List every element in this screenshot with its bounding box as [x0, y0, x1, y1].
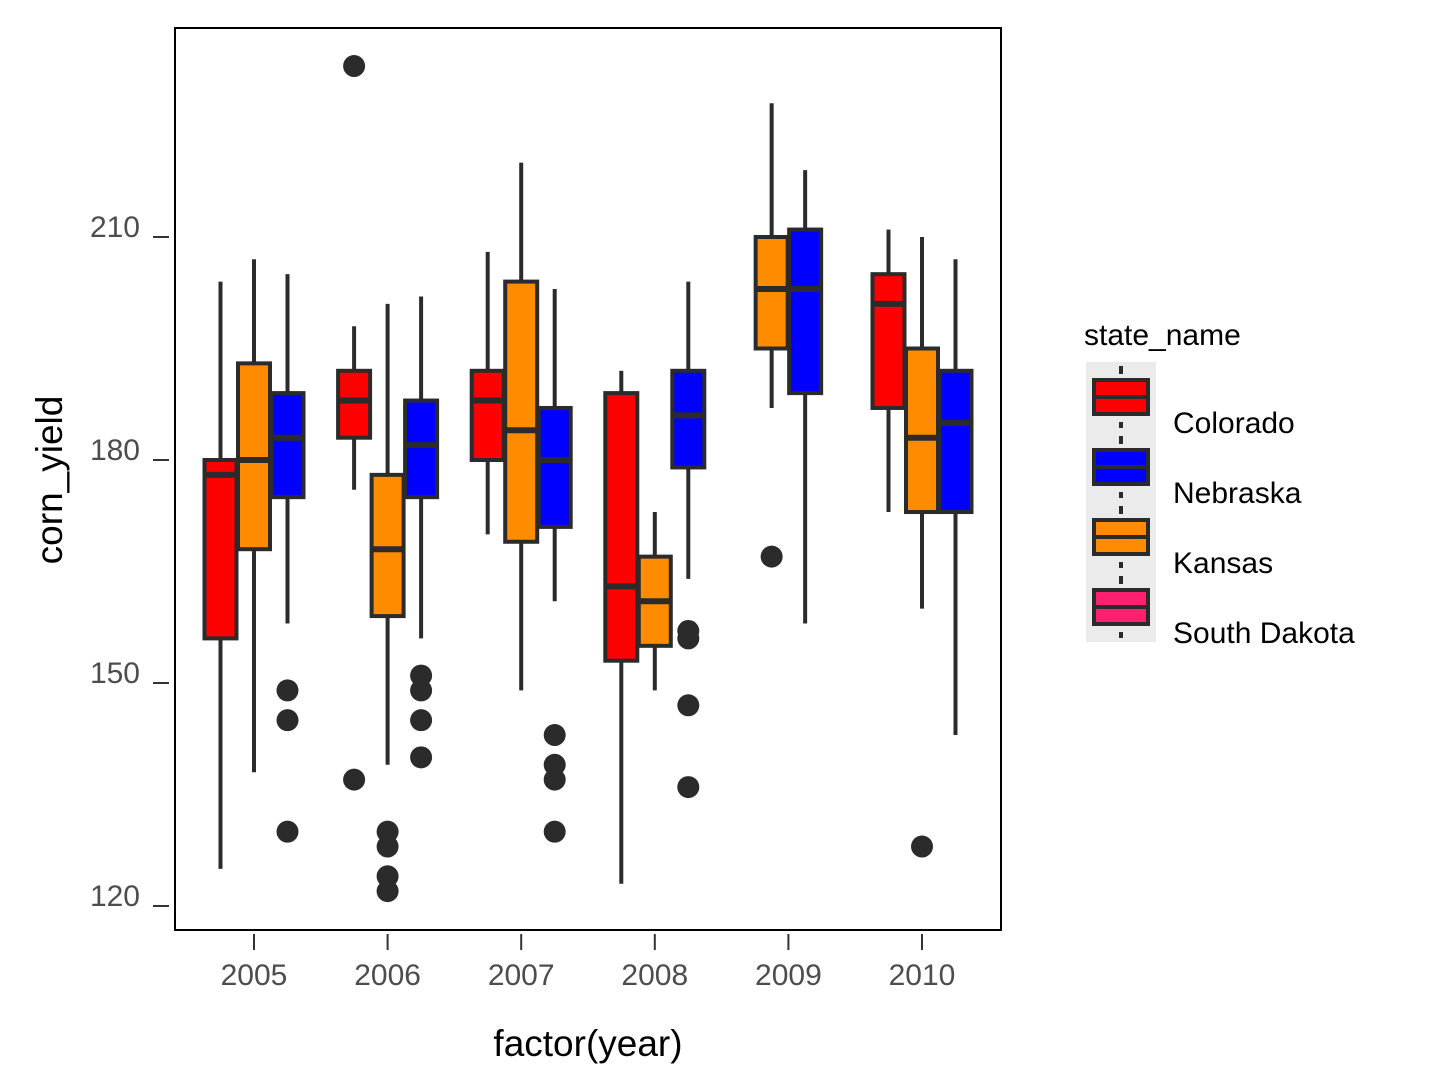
legend-title: state_name: [1084, 319, 1241, 352]
outlier-point: [343, 55, 366, 78]
box-body: [870, 272, 907, 410]
outlier-point: [276, 709, 299, 732]
box-2005-nebraska: [269, 274, 306, 843]
legend-label: Nebraska: [1173, 477, 1302, 510]
legend: state_name Colorado Nebraska Kansas South D…: [1084, 319, 1355, 650]
box-body: [336, 368, 373, 440]
legend-label: Kansas: [1173, 547, 1273, 580]
outlier-point: [410, 746, 433, 769]
outlier-point: [376, 835, 399, 858]
box-2007-nebraska: [536, 289, 573, 843]
box-body: [269, 391, 306, 500]
box-body: [904, 346, 940, 515]
legend-item-colorado: Colorado: [1092, 366, 1295, 440]
y-tick-label: 120: [90, 880, 140, 913]
box-body: [202, 458, 239, 641]
box-2008-kansas: [636, 512, 673, 691]
y-tick-label: 150: [90, 657, 140, 690]
box-2006-kansas: [369, 303, 406, 903]
x-tick-label: 2007: [488, 959, 555, 992]
x-tick-label: 2010: [889, 959, 956, 992]
legend-item-south-dakota: South Dakota: [1092, 576, 1355, 650]
outlier-point: [543, 724, 566, 747]
x-tick-label: 2008: [621, 959, 688, 992]
y-tick-label: 180: [90, 434, 140, 467]
box-2006-nebraska: [403, 296, 440, 769]
y-axis-title: corn_yield: [29, 396, 70, 565]
box-body: [753, 235, 790, 351]
x-axis-title: factor(year): [493, 1023, 682, 1064]
box-body: [536, 405, 573, 529]
box-2006-colorado: [336, 55, 373, 791]
x-tick-label: 2006: [354, 959, 421, 992]
plot-area: [202, 55, 974, 903]
box-2007-kansas: [503, 162, 540, 691]
box-2010-nebraska: [937, 259, 974, 736]
panel-border: [174, 27, 1002, 931]
box-2009-nebraska: [787, 170, 824, 624]
outlier-point: [677, 776, 700, 799]
box-body: [403, 398, 440, 500]
outlier-point: [760, 545, 783, 568]
y-tick-label: 210: [90, 211, 140, 244]
outlier-point: [543, 768, 566, 791]
box-body: [787, 227, 824, 396]
outlier-point: [376, 880, 399, 903]
x-tick-label: 2005: [221, 959, 288, 992]
outlier-point: [543, 820, 566, 843]
outlier-point: [677, 694, 700, 717]
box-body: [603, 391, 640, 663]
outlier-point: [276, 679, 299, 702]
legend-item-nebraska: Nebraska: [1092, 436, 1302, 510]
box-body: [670, 368, 707, 470]
legend-label: South Dakota: [1173, 617, 1355, 650]
box-body: [236, 361, 272, 552]
outlier-point: [677, 627, 700, 650]
outlier-point: [911, 835, 933, 858]
outlier-point: [276, 820, 299, 843]
x-tick-label: 2009: [755, 959, 822, 992]
legend-item-kansas: Kansas: [1092, 506, 1273, 580]
outlier-point: [343, 768, 366, 791]
outlier-point: [410, 709, 433, 732]
box-2009-kansas: [753, 103, 790, 568]
box-body: [469, 368, 506, 462]
box-body: [937, 368, 974, 515]
box-2008-colorado: [603, 370, 640, 884]
box-2010-kansas: [904, 237, 940, 858]
box-body: [503, 279, 540, 544]
box-2010-colorado: [870, 229, 907, 513]
box-2005-kansas: [236, 259, 272, 773]
legend-label: Colorado: [1173, 407, 1295, 440]
box-2007-colorado: [469, 251, 506, 535]
box-2008-nebraska: [670, 281, 707, 799]
box-2005-colorado: [202, 281, 239, 869]
box-body: [369, 472, 406, 619]
axes: 120 150 180 210 2005 2006 2007 2008 2009 2010: [90, 27, 1002, 992]
outlier-point: [410, 679, 433, 702]
